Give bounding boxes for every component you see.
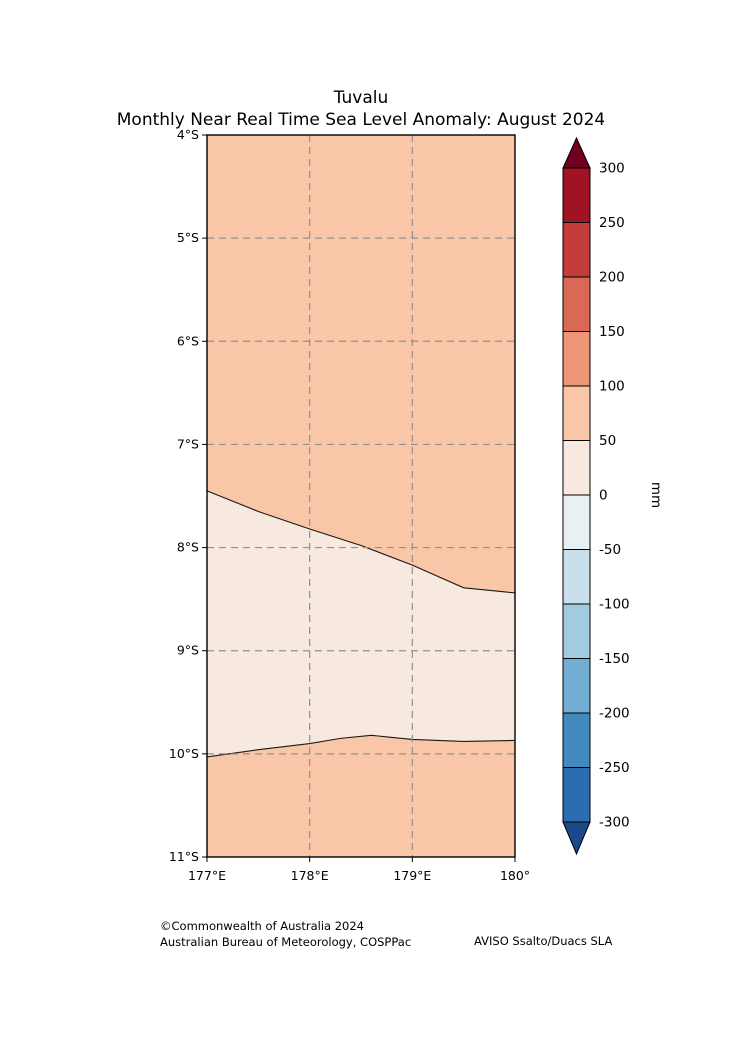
colorbar-tick-label: -250 (599, 760, 630, 776)
y-axis-tick-label: 8°S (177, 540, 199, 555)
chart-title-line1: Tuvalu (333, 88, 389, 108)
colorbar-tick-label: 0 (599, 488, 608, 504)
colorbar-segment (562, 331, 591, 387)
colorbar-segment (562, 767, 591, 823)
map-region-middle (207, 490, 515, 757)
footer-agency: Australian Bureau of Meteorology, COSPPa… (160, 935, 412, 950)
colorbar-unit-label: mm (648, 482, 664, 508)
colorbar-segment (562, 276, 591, 332)
colorbar-segment (562, 494, 591, 550)
y-axis-tick-label: 11°S (169, 849, 199, 864)
x-axis-tick-label: 178°E (291, 868, 329, 883)
x-axis-tick-label: 180° (500, 868, 530, 883)
x-axis-tick-label: 177°E (188, 868, 226, 883)
colorbar-tick-label: 200 (599, 270, 625, 286)
colorbar-segment (562, 222, 591, 278)
footer-data-source: AVISO Ssalto/Duacs SLA (474, 934, 613, 948)
colorbar-tick-label: 150 (599, 324, 625, 340)
colorbar-segment (562, 603, 591, 659)
y-axis-tick-label: 7°S (177, 436, 199, 451)
colorbar-tick-label: 250 (599, 215, 625, 231)
contour-line-0 (206, 490, 516, 594)
colorbar-segment (562, 385, 591, 441)
colorbar-tick-label: 300 (599, 161, 625, 177)
colorbar-segment (562, 712, 591, 768)
y-axis-tick-label: 4°S (177, 127, 199, 142)
y-axis-tick-label: 10°S (169, 746, 199, 761)
colorbar-tick-label: 100 (599, 379, 625, 395)
map-border (206, 134, 516, 858)
colorbar-tick-label: -150 (599, 651, 630, 667)
y-axis-tick-label: 5°S (177, 230, 199, 245)
y-axis-tick-label: 9°S (177, 643, 199, 658)
colorbar-arrow-top (562, 136, 591, 169)
colorbar-segment (562, 658, 591, 714)
colorbar-segment (562, 167, 591, 223)
colorbar-arrow-bottom (562, 821, 591, 856)
footer-copyright: ©Commonwealth of Australia 2024 (160, 919, 365, 933)
colorbar-tick-label: -100 (599, 597, 630, 613)
chart-title-line2: Monthly Near Real Time Sea Level Anomaly… (116, 110, 606, 131)
colorbar-segment (562, 440, 591, 496)
colorbar-tick-label: -50 (599, 542, 621, 558)
y-axis-tick-label: 6°S (177, 333, 199, 348)
colorbar-tick-label: -300 (599, 815, 630, 831)
x-axis-tick-label: 179°E (393, 868, 431, 883)
colorbar-tick-label: 50 (599, 433, 616, 449)
colorbar-tick-label: -200 (599, 706, 630, 722)
chart-title: Tuvalu Monthly Near Real Time Sea Level … (0, 87, 722, 132)
contour-line-1 (206, 734, 516, 758)
footer-attribution: ©Commonwealth of Australia 2024 Australi… (160, 918, 411, 950)
colorbar-segment (562, 549, 591, 605)
